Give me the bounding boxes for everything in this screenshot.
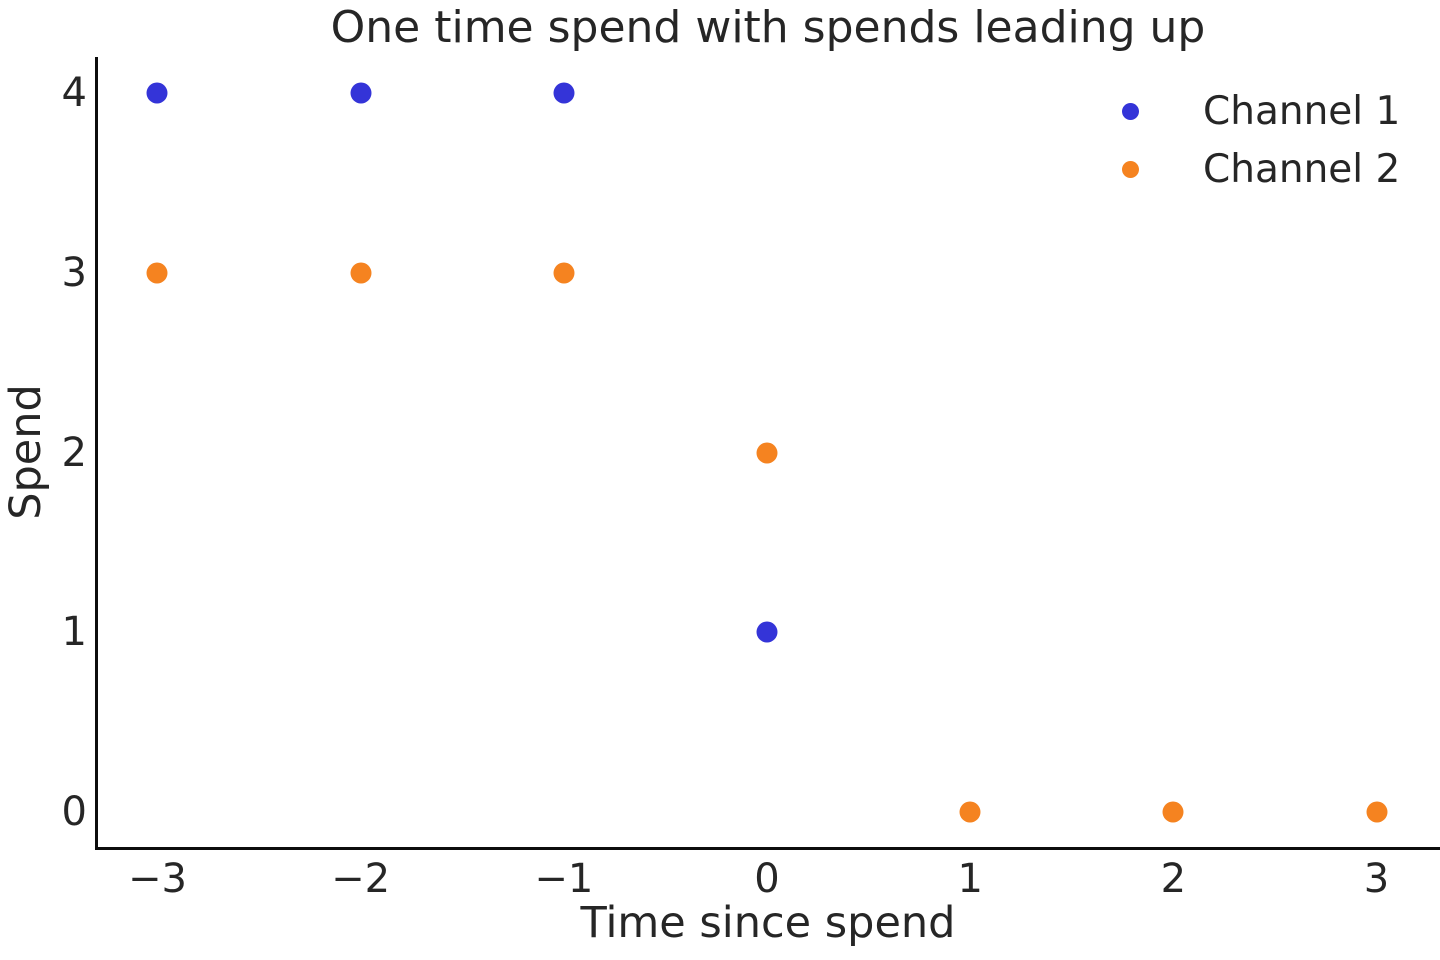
legend-marker-icon — [1122, 102, 1139, 120]
x-tick-label: 1 — [957, 856, 983, 902]
y-tick-label: 1 — [61, 609, 87, 656]
data-point — [350, 82, 372, 104]
data-point — [553, 82, 575, 104]
legend-marker-icon — [1122, 160, 1139, 178]
legend-entry: Channel 1 — [1122, 82, 1400, 140]
legend-label: Channel 2 — [1203, 146, 1401, 192]
x-tick-label: −3 — [127, 856, 187, 902]
x-tick-label: 3 — [1363, 856, 1390, 902]
y-tick-label: 4 — [61, 69, 87, 116]
data-point — [756, 621, 778, 643]
chart-title: One time spend with spends leading up — [330, 2, 1206, 53]
legend-entry: Channel 2 — [1122, 140, 1400, 198]
x-axis-spine — [95, 847, 1440, 850]
y-axis-spine — [95, 57, 98, 850]
data-point — [959, 801, 981, 823]
data-point — [1366, 801, 1388, 823]
data-point — [553, 262, 575, 284]
x-tick-label: 2 — [1160, 856, 1187, 902]
x-axis-label: Time since spend — [580, 898, 956, 948]
x-tick-label: 0 — [754, 856, 780, 902]
data-point — [1162, 801, 1184, 823]
y-tick-label: 2 — [61, 429, 87, 476]
y-tick-label: 0 — [61, 789, 87, 836]
legend-label: Channel 1 — [1203, 88, 1401, 134]
data-point — [350, 262, 372, 284]
x-tick-label: −2 — [331, 856, 391, 902]
x-tick-label: −1 — [534, 856, 594, 902]
legend: Channel 1 Channel 2 — [1122, 82, 1400, 198]
data-point — [756, 442, 778, 463]
data-point — [146, 262, 168, 284]
y-tick-label: 3 — [61, 249, 87, 296]
data-point — [146, 82, 168, 104]
